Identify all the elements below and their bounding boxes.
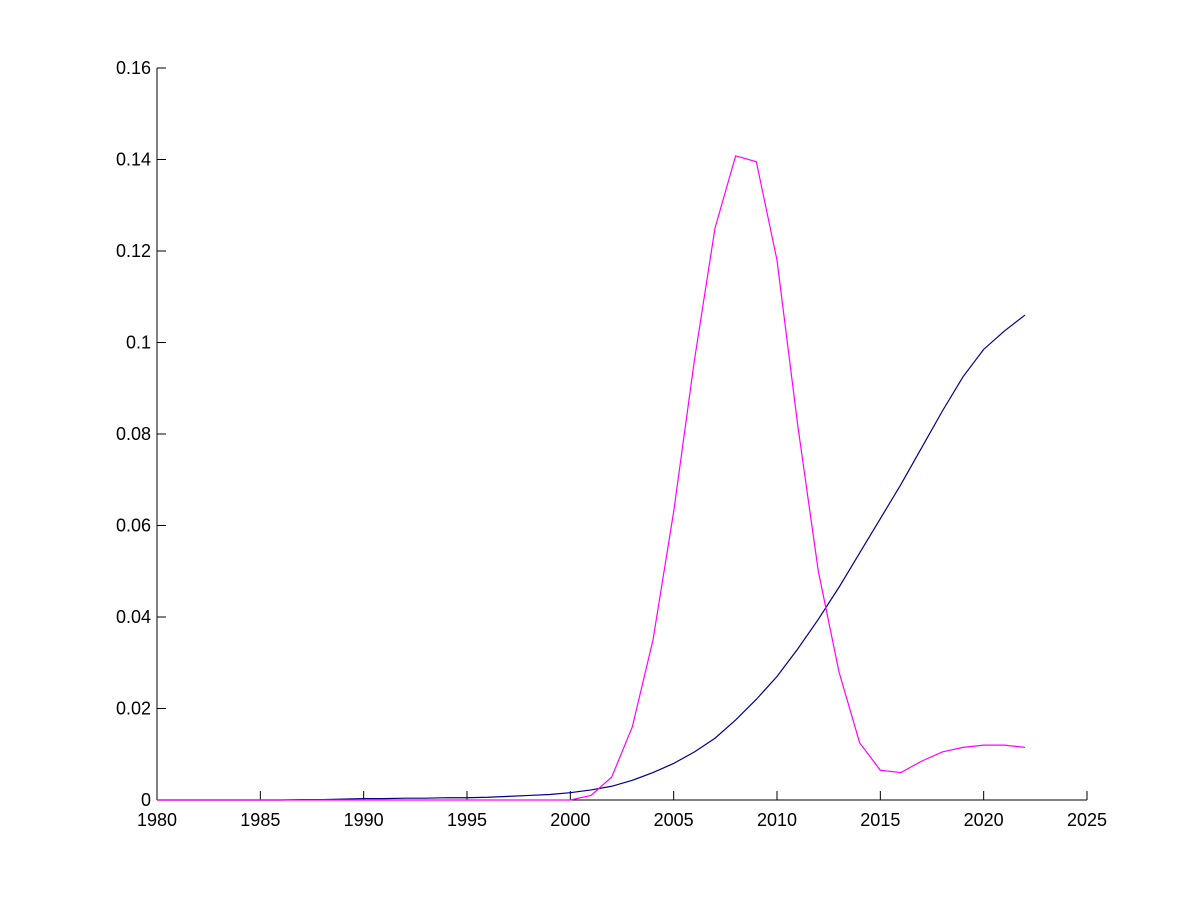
series-line xyxy=(157,155,1026,801)
y-tick-label: 0.14 xyxy=(116,150,151,170)
x-tick-label: 1995 xyxy=(447,810,487,830)
x-tick-label: 1985 xyxy=(240,810,280,830)
x-tick-label: 2005 xyxy=(654,810,694,830)
y-tick-label: 0.16 xyxy=(116,58,151,78)
x-tick-label: 2020 xyxy=(964,810,1004,830)
y-tick-label: 0.12 xyxy=(116,241,151,261)
y-tick-label: 0.04 xyxy=(116,607,151,627)
y-tick-label: 0.02 xyxy=(116,699,151,719)
y-tick-label: 0.08 xyxy=(116,424,151,444)
x-tick-label: 2010 xyxy=(757,810,797,830)
x-tick-label: 2015 xyxy=(860,810,900,830)
x-tick-label: 1980 xyxy=(137,810,177,830)
y-tick-label: 0 xyxy=(141,790,151,810)
x-tick-label: 1990 xyxy=(344,810,384,830)
x-tick-label: 2025 xyxy=(1067,810,1107,830)
x-tick-label: 2000 xyxy=(550,810,590,830)
y-tick-label: 0.1 xyxy=(126,333,151,353)
y-tick-label: 0.06 xyxy=(116,516,151,536)
